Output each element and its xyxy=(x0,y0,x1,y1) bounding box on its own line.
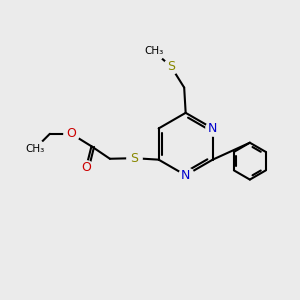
Text: N: N xyxy=(208,122,218,135)
Text: N: N xyxy=(181,169,190,182)
Text: O: O xyxy=(81,161,91,174)
Text: O: O xyxy=(66,127,76,140)
Text: CH₃: CH₃ xyxy=(144,46,163,56)
Text: S: S xyxy=(167,60,175,73)
Text: S: S xyxy=(130,152,138,165)
Text: CH₃: CH₃ xyxy=(26,144,45,154)
